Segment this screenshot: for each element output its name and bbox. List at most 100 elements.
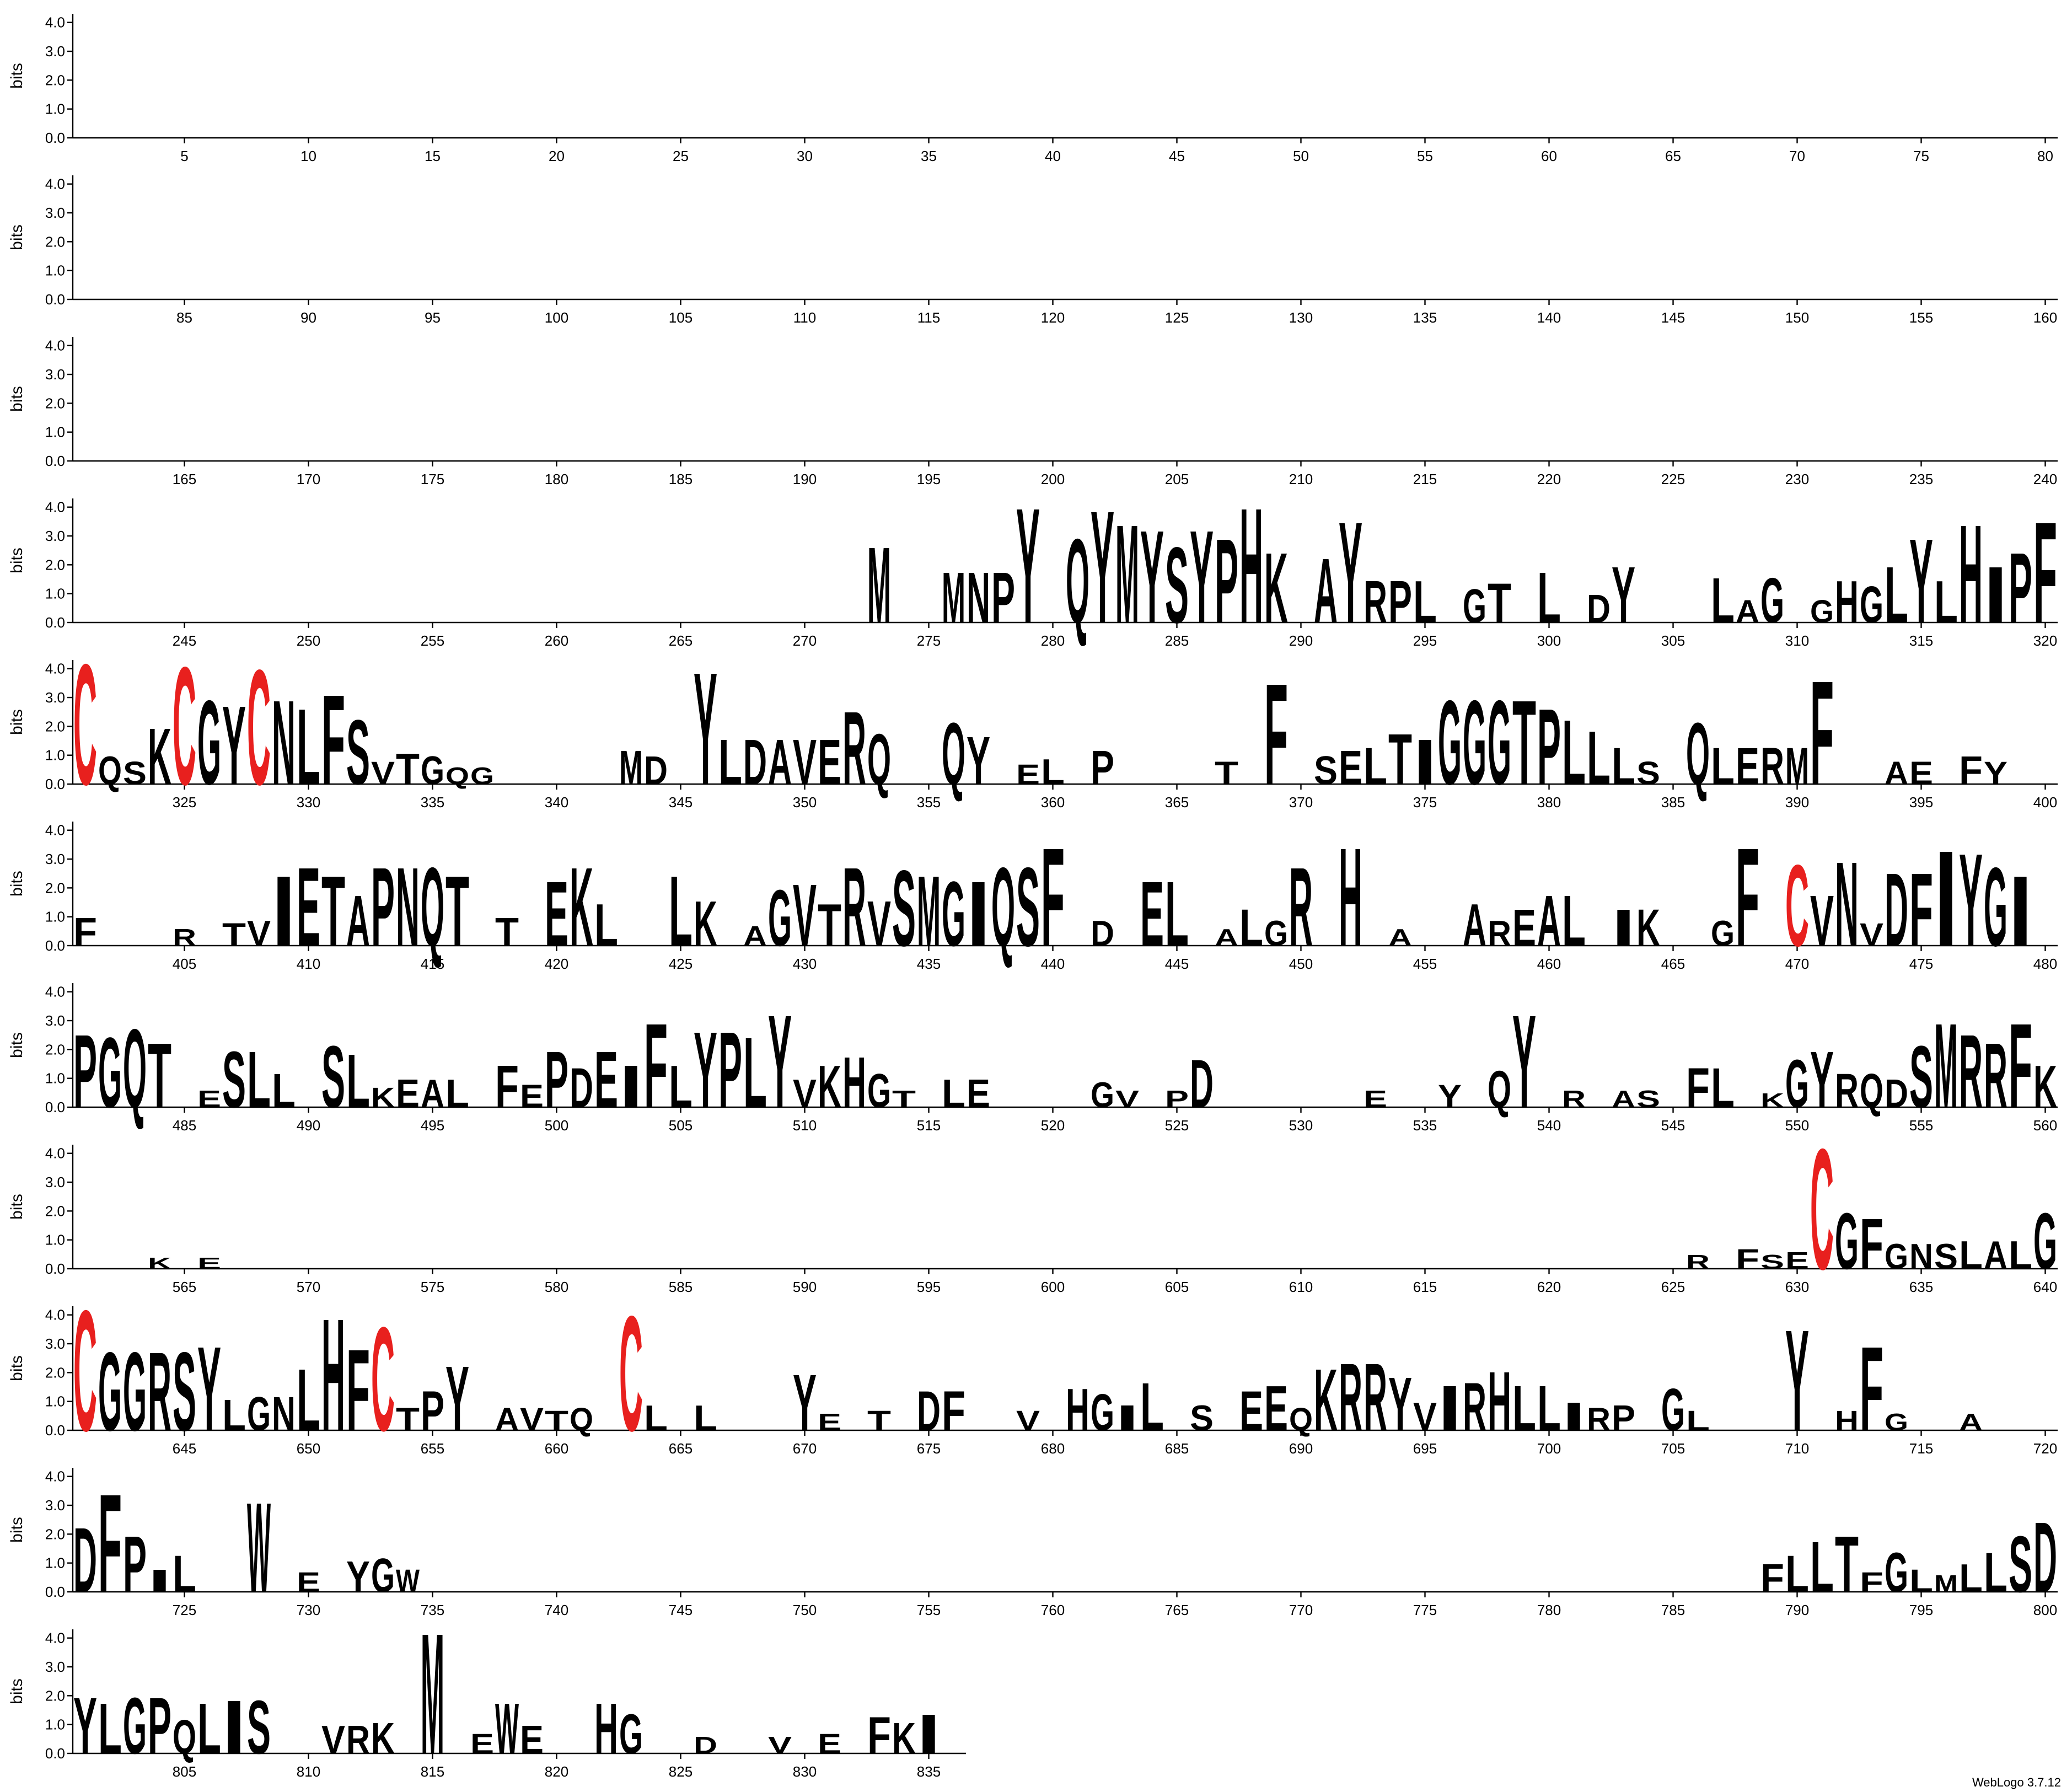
x-tick-label: 215	[1413, 471, 1437, 487]
logo-letter: H	[321, 1286, 345, 1465]
x-tick-label: 45	[1169, 148, 1185, 164]
logo-letter: D	[1885, 1071, 1908, 1115]
logo-letter: C	[371, 1296, 395, 1462]
logo-letter: F	[644, 998, 668, 1133]
logo-letter: P	[1388, 568, 1412, 636]
logo-letter: V	[867, 888, 891, 959]
logo-letter: L	[1959, 1555, 1983, 1600]
logo-letter: R	[842, 690, 866, 807]
logo-letter: R	[1339, 1344, 1362, 1451]
logo-letter: V	[793, 1071, 817, 1115]
x-tick-label: 680	[1041, 1440, 1065, 1457]
logo-letter: A	[1215, 924, 1238, 951]
logo-letter: G	[98, 1329, 122, 1454]
logo-letter: D	[2033, 1501, 2057, 1613]
logo-letter: I	[1562, 1394, 1586, 1439]
x-tick-label: 295	[1413, 632, 1437, 649]
logo-letter: E	[297, 844, 320, 969]
logo-letter: I	[917, 1703, 941, 1766]
x-tick-label: 370	[1289, 794, 1313, 811]
logo-letter: G	[1091, 1383, 1114, 1442]
logo-letter: C	[73, 1275, 97, 1467]
logo-letter: V	[1115, 1086, 1139, 1113]
x-tick-label: 765	[1165, 1602, 1189, 1618]
logo-letter: N	[272, 1387, 296, 1441]
logo-letter: T	[545, 1405, 568, 1436]
logo-letter: E	[1364, 1086, 1387, 1113]
x-tick-label: 820	[545, 1763, 568, 1780]
y-axis-label: bits	[8, 1678, 26, 1704]
y-axis-label: bits	[8, 1032, 26, 1058]
logo-letter: S	[346, 701, 370, 804]
logo-letter: F	[73, 909, 97, 954]
x-tick-label: 330	[297, 794, 320, 811]
y-axis-label: bits	[8, 224, 26, 250]
x-tick-label: 825	[669, 1763, 693, 1780]
logo-letter: T	[495, 909, 519, 954]
x-tick-label: 40	[1045, 148, 1061, 164]
logo-letter: F	[942, 1380, 965, 1442]
y-axis-label: bits	[8, 1355, 26, 1381]
logo-letter: I	[619, 1053, 643, 1120]
x-tick-label: 755	[917, 1602, 941, 1618]
logo-letter: F	[98, 1465, 122, 1622]
logo-letter: S	[1190, 1398, 1214, 1438]
x-tick-label: 95	[425, 309, 441, 326]
x-tick-label: 790	[1785, 1602, 1809, 1618]
logo-letter: F	[867, 1707, 891, 1765]
logo-letter: T	[1388, 719, 1412, 800]
logo-letter: F	[1686, 1057, 1710, 1119]
x-tick-label: 410	[297, 956, 320, 972]
logo-letter: K	[371, 1082, 395, 1113]
logo-letter: P	[148, 1682, 171, 1771]
logo-letter: L	[644, 1398, 668, 1438]
logo-letter: H	[594, 1688, 618, 1769]
x-tick-label: 120	[1041, 309, 1065, 326]
logo-letter: V	[247, 913, 271, 953]
x-tick-label: 25	[673, 148, 689, 164]
x-tick-label: 250	[297, 632, 320, 649]
logo-letter: D	[570, 1057, 593, 1119]
logo-letter: L	[1364, 737, 1387, 796]
logo-letter: A	[1388, 924, 1412, 951]
x-tick-label: 235	[1909, 471, 1933, 487]
logo-letter: K	[1314, 1351, 1338, 1450]
x-tick-label: 265	[669, 632, 693, 649]
x-tick-label: 805	[173, 1763, 196, 1780]
x-tick-label: 505	[669, 1117, 693, 1134]
logo-letter: P	[1612, 1398, 1635, 1438]
y-tick-label: 2.0	[45, 1203, 65, 1219]
logo-letter: S	[1760, 1251, 1784, 1273]
logo-letter: R	[148, 1329, 171, 1454]
x-tick-label: 210	[1289, 471, 1313, 487]
x-tick-label: 690	[1289, 1440, 1313, 1457]
x-tick-label: 550	[1785, 1117, 1809, 1134]
logo-letter: C	[73, 629, 97, 821]
x-tick-label: 600	[1041, 1279, 1065, 1295]
x-tick-label: 290	[1289, 632, 1313, 649]
x-tick-label: 150	[1785, 309, 1809, 326]
logo-letter: S	[321, 1028, 345, 1126]
logo-letter: M	[1115, 496, 1139, 652]
y-tick-label: 1.0	[45, 586, 65, 602]
logo-letter: L	[1810, 1527, 1834, 1607]
logo-letter: F	[2009, 998, 2032, 1133]
logo-letter: R	[1760, 737, 1784, 796]
x-tick-label: 145	[1661, 309, 1685, 326]
logo-letter: L	[942, 1071, 965, 1115]
x-tick-label: 500	[545, 1117, 568, 1134]
x-tick-label: 800	[2033, 1602, 2057, 1618]
x-tick-label: 655	[421, 1440, 444, 1457]
logo-letter: C	[173, 632, 196, 820]
x-tick-label: 15	[425, 148, 441, 164]
y-tick-label: 3.0	[45, 1012, 65, 1029]
logo-letter: V	[371, 755, 395, 791]
x-tick-label: 590	[793, 1279, 817, 1295]
x-tick-label: 440	[1041, 956, 1065, 972]
logo-letter: G	[1488, 675, 1511, 809]
logo-letter: L	[743, 1017, 767, 1129]
logo-letter: Y	[1091, 478, 1114, 657]
logo-letter: I	[1984, 551, 2007, 640]
logo-letter: Y	[1984, 755, 2007, 791]
x-tick-label: 515	[917, 1117, 941, 1134]
